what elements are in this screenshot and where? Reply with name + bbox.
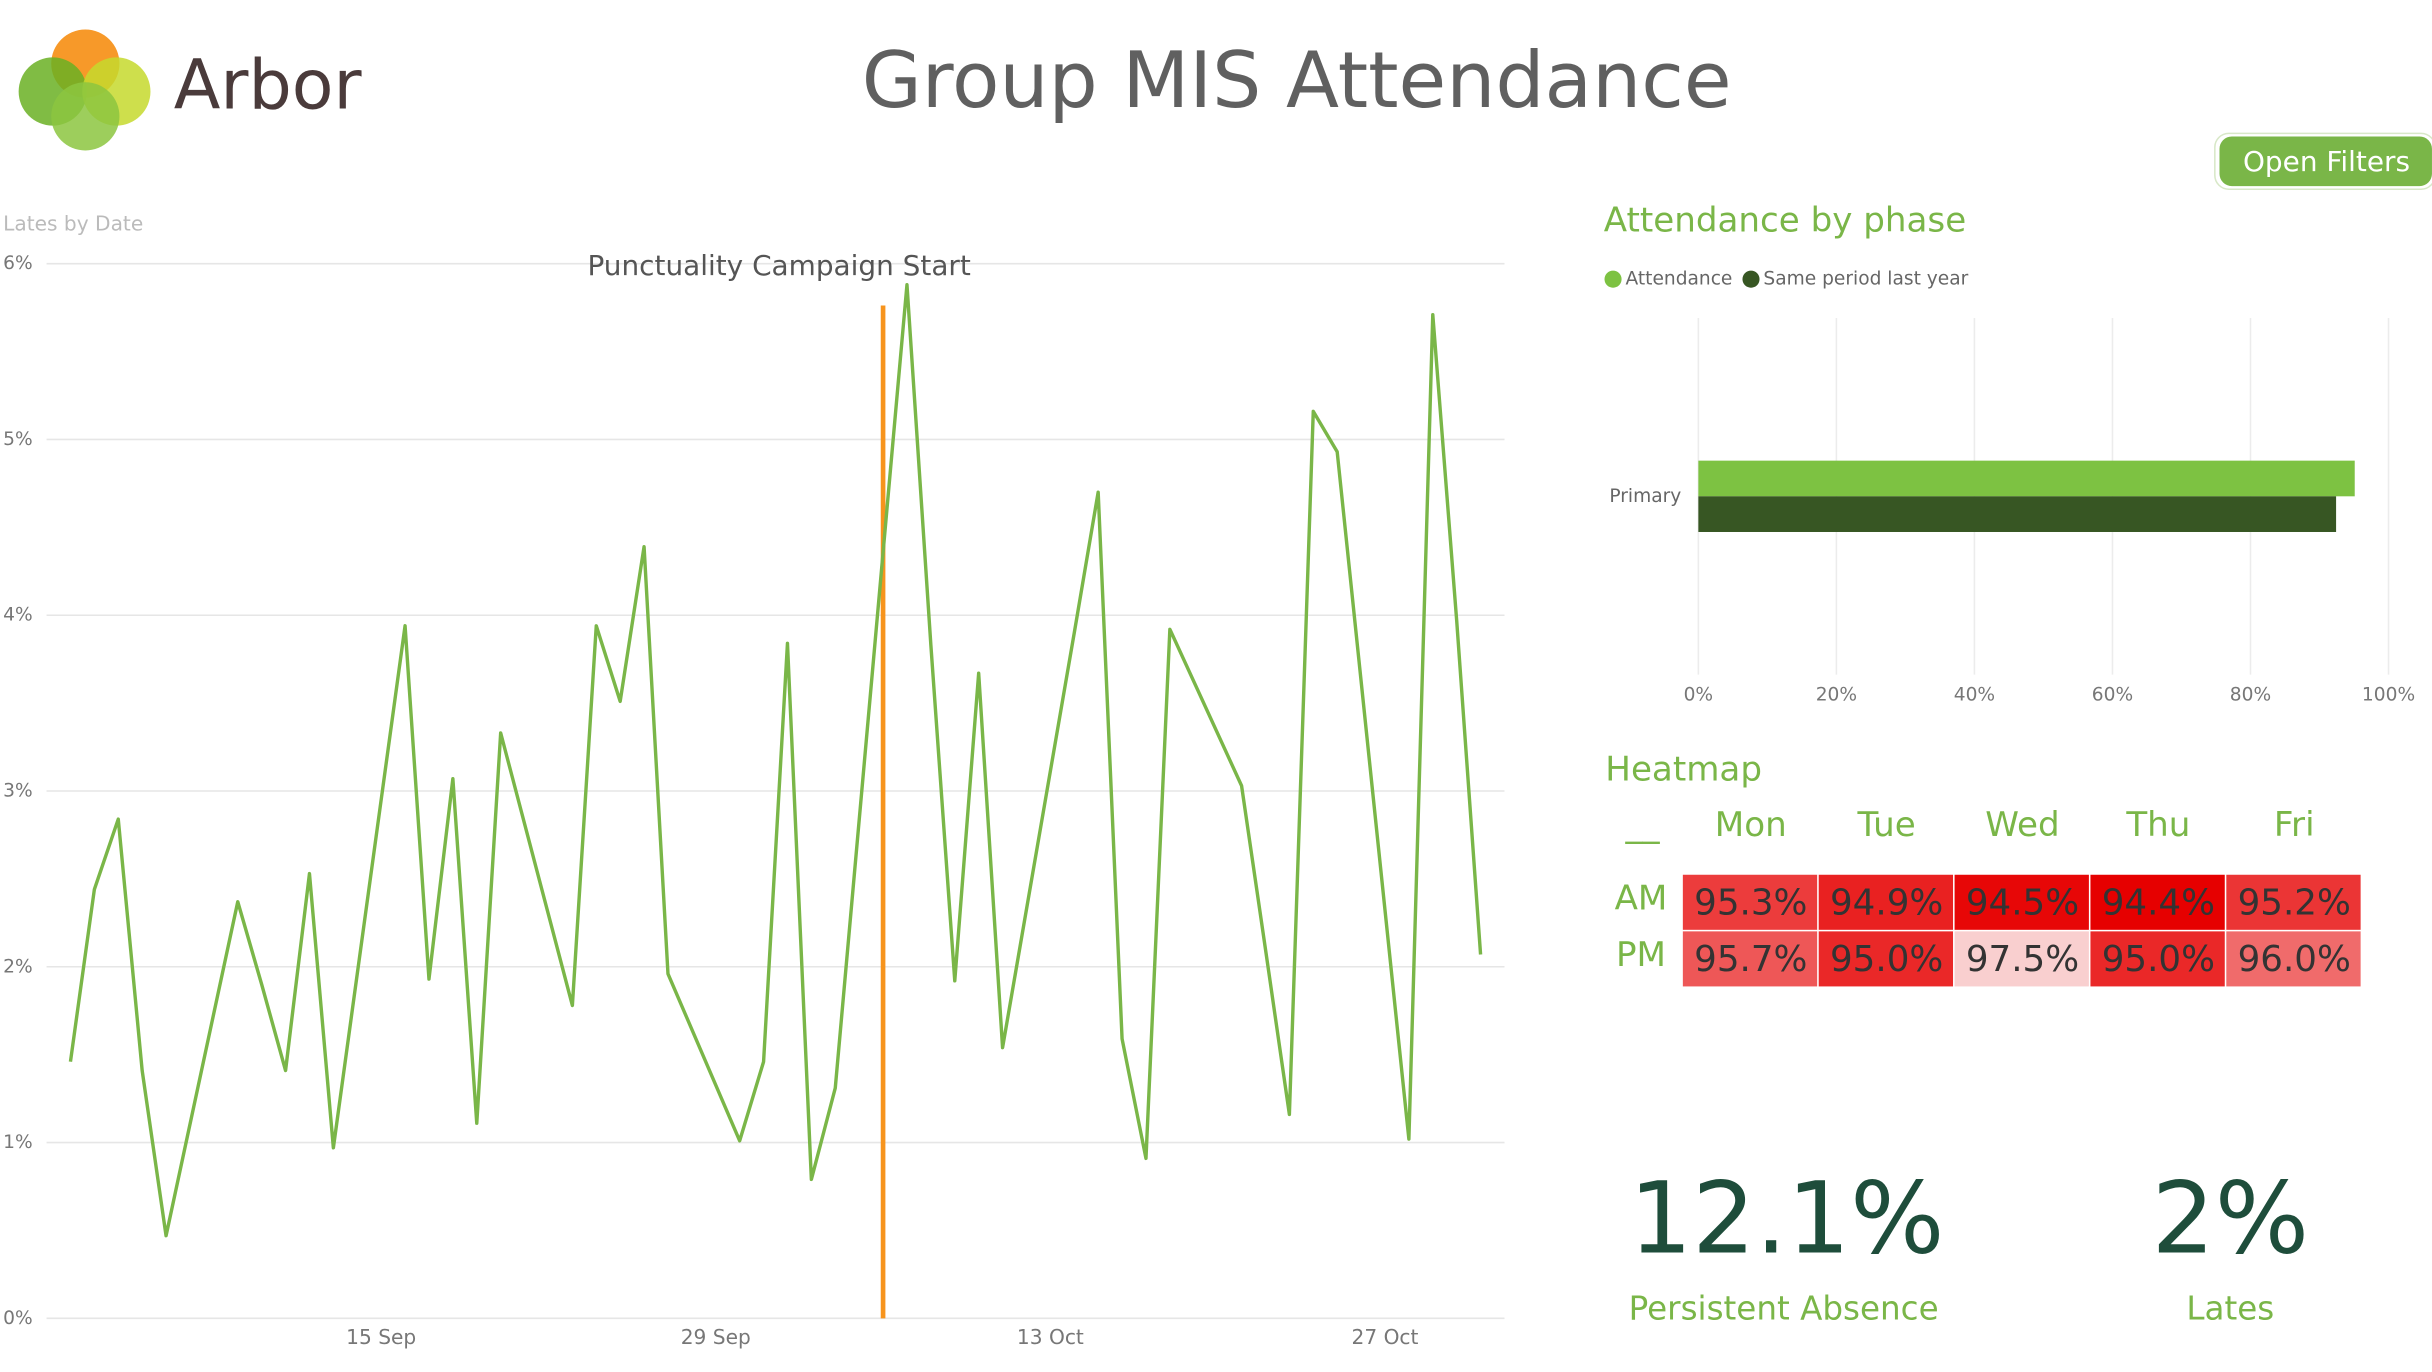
legend-marker (1604, 270, 1622, 288)
y-tick-label: 2% (3, 956, 33, 977)
x-tick-label: 20% (1816, 684, 1857, 705)
x-tick-label: 40% (1954, 684, 1995, 705)
y-tick-label: 0% (3, 1308, 33, 1329)
line-series (68, 283, 1483, 1238)
heatmap-cell (1954, 931, 2089, 987)
heatmap-cell (1954, 874, 2089, 930)
corner-label: __ (1624, 805, 1660, 845)
legend-label: Same period last year (1763, 269, 1968, 290)
x-tick-label: 100% (2362, 684, 2415, 705)
chart-title: Heatmap (1605, 749, 1762, 789)
heatmap: Heatmap __ Mon Tue Wed Thu Fri AM 95.3% 94.9% 94.5… (1605, 749, 2361, 987)
row-header: PM (1616, 935, 1666, 975)
heatmap-cell (1682, 874, 1818, 930)
cell-label: 95.3% (1694, 883, 1807, 924)
annotation-text: Punctuality Campaign Start (587, 249, 970, 282)
x-tick-label: 0% (1684, 684, 1714, 705)
kpi-value: 12.1% (1629, 1162, 1944, 1277)
button-bg (2219, 136, 2432, 187)
column-header: Wed (1985, 805, 2059, 845)
heatmap-cell (1818, 874, 1954, 930)
cell-label: 94.9% (1830, 883, 1943, 924)
bar (1698, 460, 2355, 497)
kpi-label: Persistent Absence (1629, 1290, 1939, 1328)
logo-text: Arbor (174, 47, 363, 126)
cell-label: 94.4% (2102, 883, 2215, 924)
heatmap-cell (1818, 931, 1954, 987)
line-chart: Lates by Date 0% 1% 2% 3% 4% 5% 6% 15 Sep 29 Sep 1… (3, 211, 1505, 1349)
x-tick-label: 27 Oct (1352, 1325, 1419, 1349)
category-label: Primary (1609, 486, 1681, 507)
y-tick-label: 4% (3, 605, 33, 626)
cell-label: 95.0% (2102, 939, 2215, 980)
cell-label: 97.5% (1966, 939, 2079, 980)
row-header: AM (1615, 878, 1668, 918)
chart-title: Lates by Date (3, 211, 143, 235)
column-header: Mon (1715, 805, 1787, 845)
column-header: Thu (2125, 805, 2190, 845)
heatmap-cell (1682, 931, 1818, 987)
cell-label: 94.5% (1966, 883, 2079, 924)
cell-label: 95.7% (1694, 939, 1807, 980)
bar (1698, 496, 2337, 532)
bar-chart: Attendance by phase Attendance Same period… (1604, 200, 2415, 705)
x-tick-label: 29 Sep (681, 1325, 751, 1349)
cell-label: 95.0% (1830, 939, 1943, 980)
y-tick-label: 5% (3, 429, 33, 450)
heatmap-cell (2090, 874, 2225, 930)
cell-label: 95.2% (2238, 883, 2351, 924)
legend-marker (1742, 270, 1760, 288)
y-tick-label: 6% (3, 253, 33, 274)
x-tick-label: 15 Sep (346, 1325, 416, 1349)
x-tick-label: 80% (2230, 684, 2271, 705)
x-tick-label: 60% (2092, 684, 2133, 705)
y-tick-label: 3% (3, 781, 33, 802)
button-label[interactable]: Open Filters (2243, 145, 2410, 178)
page-title: Group MIS Attendance (862, 36, 1732, 126)
x-tick-label: 13 Oct (1017, 1325, 1084, 1349)
heatmap-cell (2226, 874, 2361, 930)
kpi-value: 2% (2152, 1162, 2309, 1277)
open-filters-button[interactable]: Open Filters (2214, 132, 2432, 190)
logo-circle (51, 82, 120, 151)
heatmap-cell (2226, 931, 2361, 987)
chart-title: Attendance by phase (1604, 200, 1966, 240)
legend-label: Attendance (1625, 269, 1732, 290)
heatmap-cell (2090, 931, 2225, 987)
y-tick-label: 1% (3, 1132, 33, 1153)
column-header: Tue (1857, 805, 1916, 845)
column-header: Fri (2274, 805, 2315, 845)
kpi-label: Lates (2186, 1290, 2274, 1328)
cell-label: 96.0% (2238, 939, 2351, 980)
logo: Arbor (18, 29, 363, 151)
